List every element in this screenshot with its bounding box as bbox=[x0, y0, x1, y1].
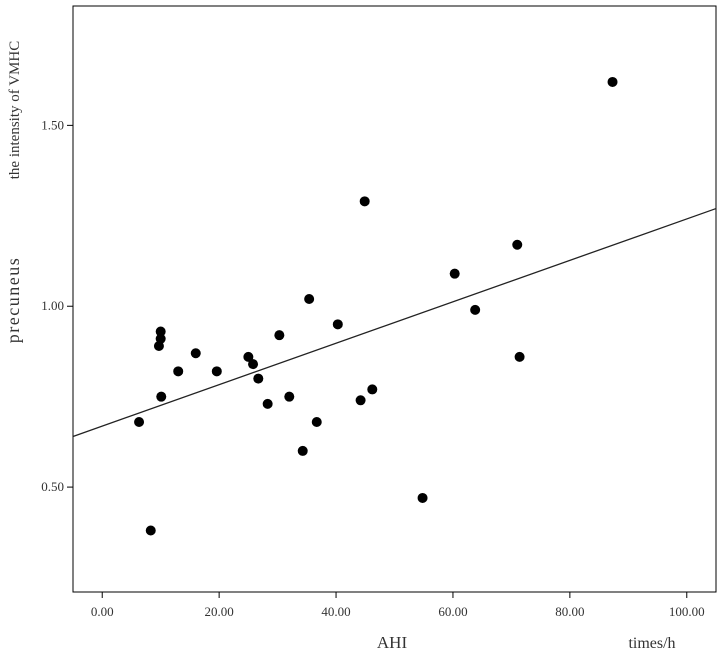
data-point bbox=[284, 391, 295, 402]
data-point bbox=[304, 294, 315, 304]
data-point bbox=[332, 319, 343, 330]
y-tick-label: 0.50 bbox=[41, 479, 64, 494]
data-point bbox=[190, 348, 201, 359]
data-point bbox=[311, 416, 322, 427]
data-point bbox=[367, 384, 378, 395]
data-point bbox=[297, 445, 308, 456]
data-point bbox=[155, 326, 166, 337]
data-point bbox=[211, 366, 222, 377]
x-tick-label: 60.00 bbox=[438, 604, 467, 619]
x-tick-label: 0.00 bbox=[91, 604, 114, 619]
data-point bbox=[359, 196, 370, 207]
data-point bbox=[355, 395, 366, 406]
x-axis-ticks: 0.00 20.00 40.00 60.00 80.00 100.00 bbox=[91, 592, 705, 619]
data-point bbox=[145, 525, 156, 536]
data-point bbox=[607, 76, 618, 87]
x-tick-label: 40.00 bbox=[321, 604, 350, 619]
data-point bbox=[173, 366, 184, 377]
data-point bbox=[512, 239, 523, 250]
data-point bbox=[449, 268, 460, 279]
y-tick-label: 1.50 bbox=[41, 117, 64, 132]
data-point bbox=[274, 330, 285, 341]
x-tick-label: 80.00 bbox=[555, 604, 584, 619]
y-axis-title-line2: precuneus bbox=[3, 257, 23, 343]
y-axis-ticks: 0.50 1.00 1.50 bbox=[41, 117, 73, 494]
data-point bbox=[470, 304, 481, 315]
data-point bbox=[417, 492, 428, 503]
data-point bbox=[155, 333, 166, 344]
data-point bbox=[262, 398, 273, 409]
data-point bbox=[134, 416, 145, 427]
x-tick-label: 20.00 bbox=[205, 604, 234, 619]
y-tick-label: 1.00 bbox=[41, 298, 64, 313]
x-axis-title: AHI bbox=[377, 633, 408, 652]
data-point bbox=[156, 391, 167, 402]
regression-line bbox=[72, 207, 717, 438]
data-point bbox=[253, 373, 264, 384]
x-axis-unit: times/h bbox=[628, 635, 675, 652]
plot-frame bbox=[72, 5, 717, 593]
data-point bbox=[243, 351, 254, 362]
y-axis-title-line1: the intensity of VMHC bbox=[7, 41, 23, 179]
data-points bbox=[134, 76, 618, 536]
x-tick-label: 100.00 bbox=[669, 604, 705, 619]
data-point bbox=[248, 359, 259, 370]
data-point bbox=[514, 351, 525, 362]
